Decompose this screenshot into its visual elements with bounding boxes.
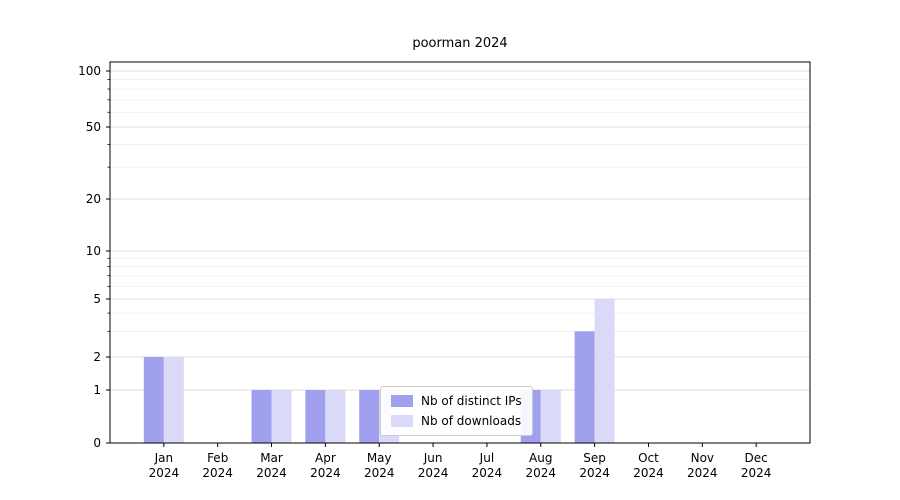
x-tick-label-month: Apr bbox=[315, 451, 336, 465]
x-tick-label-year: 2024 bbox=[149, 466, 180, 480]
x-tick-label-year: 2024 bbox=[256, 466, 287, 480]
bar-distinct-ips-sep bbox=[574, 331, 595, 443]
x-tick-label-month: Jul bbox=[479, 451, 494, 465]
legend-item-downloads: Nb of downloads bbox=[391, 414, 522, 428]
x-tick-label-year: 2024 bbox=[310, 466, 341, 480]
y-tick-label: 5 bbox=[93, 292, 101, 306]
chart-title: poorman 2024 bbox=[412, 36, 508, 51]
x-tick-label-month: Oct bbox=[638, 451, 659, 465]
bar-distinct-ips-may bbox=[359, 390, 380, 443]
legend-swatch-downloads bbox=[391, 415, 413, 427]
x-tick-label-year: 2024 bbox=[418, 466, 449, 480]
bar-downloads-apr bbox=[325, 390, 346, 443]
x-tick-label-year: 2024 bbox=[364, 466, 395, 480]
y-tick-label: 10 bbox=[86, 244, 101, 258]
y-tick-label: 0 bbox=[93, 436, 101, 450]
x-tick-label-month: Dec bbox=[745, 451, 768, 465]
x-tick-label-month: Sep bbox=[583, 451, 606, 465]
x-tick-label-month: Aug bbox=[529, 451, 552, 465]
bar-distinct-ips-mar bbox=[251, 390, 272, 443]
y-tick-label: 20 bbox=[86, 192, 101, 206]
x-tick-label-year: 2024 bbox=[633, 466, 664, 480]
x-tick-label-year: 2024 bbox=[741, 466, 772, 480]
legend-label-distinct-ips: Nb of distinct IPs bbox=[421, 394, 522, 408]
x-tick-label-month: Jun bbox=[423, 451, 443, 465]
legend-label-downloads: Nb of downloads bbox=[421, 414, 522, 428]
bar-distinct-ips-apr bbox=[305, 390, 326, 443]
y-tick-label: 2 bbox=[93, 350, 101, 364]
y-tick-label: 50 bbox=[86, 120, 101, 134]
plot-border bbox=[109, 61, 811, 444]
x-tick-label-year: 2024 bbox=[202, 466, 233, 480]
x-tick-label-month: May bbox=[367, 451, 392, 465]
legend-swatch-distinct-ips bbox=[391, 395, 413, 407]
x-tick-label-month: Jan bbox=[154, 451, 174, 465]
y-tick-label: 100 bbox=[78, 64, 101, 78]
y-tick-label: 1 bbox=[93, 383, 101, 397]
bar-distinct-ips-jan bbox=[143, 357, 164, 443]
x-tick-label-year: 2024 bbox=[525, 466, 556, 480]
bar-downloads-aug bbox=[540, 390, 561, 443]
x-tick-label-year: 2024 bbox=[687, 466, 718, 480]
legend: Nb of distinct IPs Nb of downloads bbox=[380, 386, 533, 436]
x-tick-label-year: 2024 bbox=[472, 466, 503, 480]
legend-item-distinct-ips: Nb of distinct IPs bbox=[391, 394, 522, 408]
bar-downloads-sep bbox=[594, 299, 615, 443]
x-tick-label-month: Mar bbox=[260, 451, 283, 465]
x-tick-label-year: 2024 bbox=[579, 466, 610, 480]
x-tick-label-month: Nov bbox=[691, 451, 714, 465]
bar-downloads-jan bbox=[163, 357, 184, 443]
x-tick-label-month: Feb bbox=[207, 451, 228, 465]
bar-downloads-mar bbox=[271, 390, 292, 443]
